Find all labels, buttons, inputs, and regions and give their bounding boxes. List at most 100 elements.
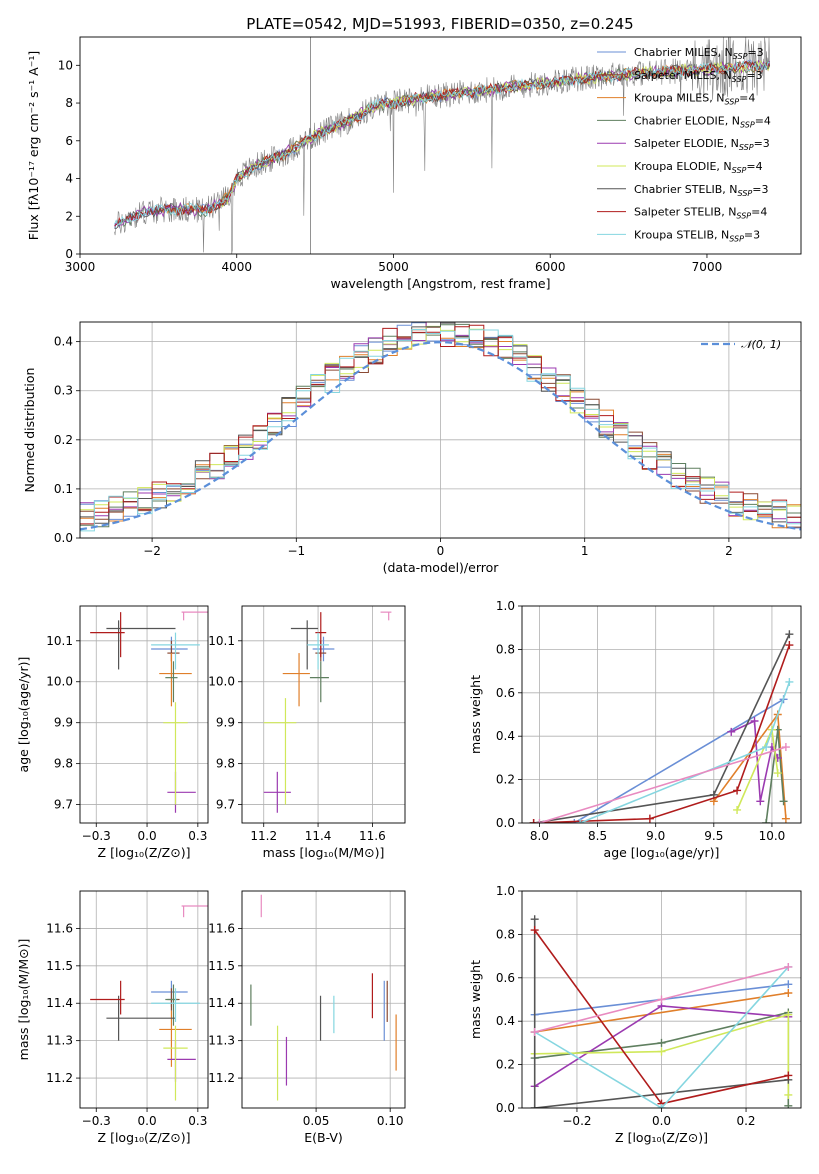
x-tick-label: 11.4	[305, 829, 332, 843]
x-tick-label: −1	[287, 544, 305, 558]
mass-weight-line	[533, 644, 791, 823]
x-tick-label: 8.5	[588, 829, 607, 843]
y-tick-label: 0.2	[496, 1058, 515, 1072]
y-tick-label: 8	[65, 96, 73, 110]
mass-weight-marker	[657, 995, 666, 1004]
y-axis-label: mass weight	[468, 960, 483, 1039]
mass-weight-line	[534, 1013, 790, 1095]
y-tick-label: 11.5	[46, 959, 73, 973]
y-axis-label: mass [log₁₀(M/M⊙)]	[16, 939, 31, 1061]
y-tick-label: 9.8	[54, 757, 73, 771]
residual-histogram-step	[80, 325, 801, 521]
plot-area	[80, 322, 801, 532]
spectrum-legend: Chabrier MILES, NSSP=3 Salpeter MILES, NS…	[597, 46, 771, 243]
legend-entry: 𝒩(0, 1)	[741, 338, 781, 351]
error-bar-point	[167, 640, 180, 662]
y-tick-label: 0	[65, 247, 73, 261]
y-tick-label: 11.4	[208, 996, 235, 1010]
x-tick-label: −0.3	[82, 1114, 111, 1128]
y-tick-label: 9.8	[216, 757, 235, 771]
mass-weight-marker	[733, 805, 742, 814]
x-axis-label: mass [log₁₀(M/M⊙)]	[263, 845, 385, 860]
y-tick-label: 0.4	[496, 1014, 515, 1028]
y-tick-label: 10.0	[208, 675, 235, 689]
y-tick-label: 1.0	[496, 884, 515, 898]
y-tick-label: 0.8	[496, 927, 515, 941]
plot-area	[530, 915, 793, 1108]
mass-weight-marker	[570, 819, 579, 823]
x-tick-label: 11.2	[250, 829, 277, 843]
y-tick-label: 9.9	[216, 716, 235, 730]
mass-weight-marker	[784, 1090, 793, 1099]
y-tick-label: 10.0	[46, 675, 73, 689]
x-tick-label: 0.0	[138, 829, 157, 843]
age-vs-metallicity-panel: −0.3 0.0 0.3 9.7 9.8 9.9 10.0 10.1 Z [log₁₀(Z/Z⊙…	[16, 605, 209, 860]
mass-weight-marker	[784, 1101, 793, 1108]
mass-weight-marker	[530, 1104, 539, 1108]
y-tick-label: 0.4	[496, 729, 515, 743]
error-bar-point	[165, 661, 178, 703]
mass-vs-ebv-panel: 0.05 0.10 11.2 11.3 11.4 11.5 11.6 E(B-V)	[208, 890, 406, 1145]
error-bar-point	[151, 988, 200, 1022]
x-tick-label: 1	[581, 544, 589, 558]
y-tick-label: 11.6	[46, 921, 73, 935]
mass-weight-marker	[781, 743, 790, 752]
plot-area	[250, 894, 397, 1101]
y-axis-label: mass weight	[468, 675, 483, 754]
y-tick-label: 2	[65, 209, 73, 223]
x-tick-label: 9.0	[646, 829, 665, 843]
mass-weight-marker	[762, 819, 771, 823]
mass-weight-line	[765, 729, 785, 823]
y-tick-label: 0.2	[496, 773, 515, 787]
error-bar-point	[151, 632, 200, 670]
plot-area	[90, 611, 208, 813]
y-tick-label: 10	[58, 58, 73, 72]
error-bar-point	[380, 611, 392, 621]
plot-area	[529, 630, 794, 823]
x-tick-label: 0.0	[138, 1114, 157, 1128]
error-bar-point	[309, 661, 329, 703]
x-tick-label: 7000	[692, 260, 723, 274]
x-tick-label: 11.6	[359, 829, 386, 843]
x-tick-label: 9.5	[704, 829, 723, 843]
mass-weight-marker	[530, 1028, 539, 1037]
error-bar-point	[163, 702, 188, 805]
error-bar-point	[151, 636, 188, 662]
plot-area	[114, 37, 771, 254]
y-tick-label: 0.4	[54, 335, 73, 349]
y-tick-label: 10.1	[208, 634, 235, 648]
y-tick-label: 4	[65, 172, 73, 186]
model-spectrum-line	[114, 59, 771, 228]
mass-weight-marker	[657, 1104, 666, 1108]
y-tick-label: 6	[65, 134, 73, 148]
mass-weight-line	[573, 698, 785, 823]
mass-vs-metallicity-panel: −0.3 0.0 0.3 11.2 11.3 11.4 11.5 11.6 Z [log₁₀(Z…	[16, 890, 209, 1145]
y-tick-label: 0.0	[496, 1101, 515, 1115]
error-bar-point	[159, 653, 192, 707]
residual-histogram-panel: −2 −1 0 1 2 0.0 0.1 0.2 0.3 0.4 (data-model)/error…	[22, 321, 802, 575]
x-axis-label: E(B-V)	[304, 1130, 343, 1145]
y-tick-label: 0.0	[496, 816, 515, 830]
x-tick-label: 0.3	[188, 1114, 207, 1128]
axes-frame	[521, 605, 802, 824]
x-tick-label: 0.2	[736, 1114, 755, 1128]
figure-title: PLATE=0542, MJD=51993, FIBERID=0350, z=0…	[246, 15, 633, 33]
x-tick-label: 3000	[65, 260, 96, 274]
error-bar-point	[263, 771, 291, 813]
y-tick-label: 0.1	[54, 482, 73, 496]
legend-entry: Kroupa STELIB, NSSP=3	[634, 228, 760, 243]
axes-frame	[241, 605, 406, 824]
normal-reference-curve	[80, 341, 801, 531]
mass-weight-marker	[785, 677, 794, 686]
y-tick-label: 11.2	[208, 1071, 235, 1085]
x-tick-label: 2	[725, 544, 733, 558]
error-bar-point	[263, 698, 297, 805]
mass-weight-marker	[762, 743, 771, 752]
y-tick-label: 0.0	[54, 531, 73, 545]
y-tick-label: 1.0	[496, 599, 515, 613]
error-bar-point	[282, 653, 310, 707]
x-tick-label: 0.3	[188, 829, 207, 843]
legend-entry: Salpeter STELIB, NSSP=4	[634, 206, 767, 221]
error-bar-point	[167, 771, 196, 813]
